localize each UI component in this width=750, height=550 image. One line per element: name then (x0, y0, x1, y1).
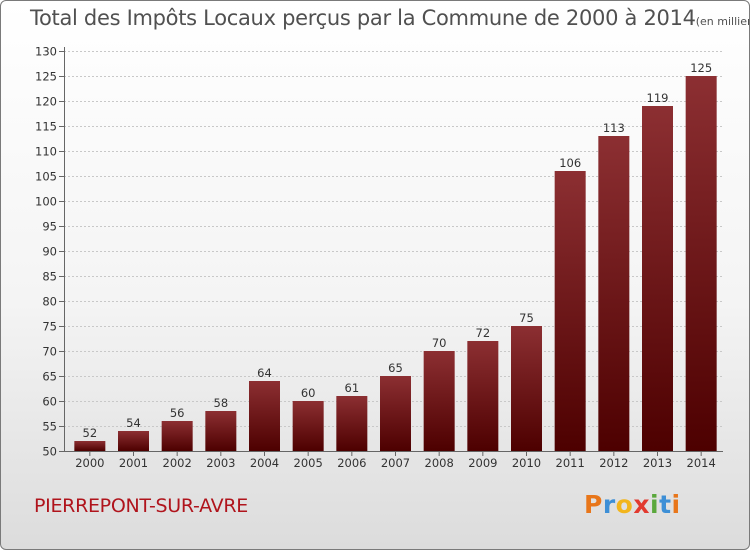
bar-value-label: 54 (126, 416, 141, 430)
bar-value-label: 113 (603, 121, 625, 135)
bar-2011 (554, 171, 586, 451)
bar-value-label: 75 (519, 311, 534, 325)
y-tick-label: 110 (35, 145, 57, 159)
bar-value-label: 119 (647, 91, 669, 105)
logo-letter: P (584, 490, 603, 519)
labels: 50 55 60 65 70 75 80 85 90 95 100 105 110 115 120 125 13… (35, 45, 716, 471)
x-tick-label: 2008 (425, 456, 454, 470)
bar-2013 (642, 106, 673, 451)
y-tick-label: 130 (35, 45, 57, 59)
bar-2002 (161, 421, 193, 451)
logo-letter: i (650, 490, 660, 519)
x-tick-label: 2014 (687, 456, 716, 470)
logo-letter: r (602, 490, 616, 519)
chart-unit: (en milliers d'€) (695, 15, 749, 28)
logo-letter: i (671, 490, 681, 519)
x-tick-label: 2011 (556, 456, 585, 470)
proxiti-logo[interactable]: Proxiti (584, 490, 681, 519)
bar-2003 (205, 411, 237, 451)
y-tick-label: 55 (42, 420, 57, 434)
bar-2000 (74, 441, 106, 451)
logo-letter: x (633, 490, 650, 519)
y-tick-label: 65 (42, 370, 57, 384)
bar-value-label: 52 (83, 426, 98, 440)
x-tick-label: 2000 (75, 456, 104, 470)
bar-value-label: 58 (214, 396, 229, 410)
y-tick-label: 75 (42, 320, 57, 334)
y-tick-label: 120 (35, 95, 57, 109)
logo-letter: o (615, 490, 634, 519)
axes (59, 47, 723, 456)
bar-value-label: 61 (345, 381, 360, 395)
bar-2005 (292, 401, 324, 451)
bar-2014 (685, 76, 717, 451)
bar-value-label: 106 (559, 156, 581, 170)
y-tick-label: 105 (35, 170, 57, 184)
y-tick-label: 85 (42, 270, 57, 284)
x-tick-label: 2005 (294, 456, 323, 470)
bar-2007 (380, 376, 411, 451)
x-tick-label: 2012 (599, 456, 628, 470)
x-tick-label: 2013 (643, 456, 672, 470)
y-tick-label: 90 (42, 245, 57, 259)
x-tick-label: 2006 (337, 456, 366, 470)
chart-title: Total des Impôts Locaux perçus par la Co… (30, 6, 749, 30)
bar-value-label: 56 (170, 406, 185, 420)
y-tick-label: 50 (42, 445, 57, 459)
chart-title-text: Total des Impôts Locaux perçus par la Co… (30, 6, 696, 30)
x-tick-label: 2002 (163, 456, 192, 470)
x-tick-label: 2010 (512, 456, 541, 470)
bar-2012 (598, 136, 630, 451)
y-tick-label: 60 (42, 395, 57, 409)
commune-name: PIERREPONT-SUR-AVRE (34, 495, 248, 517)
bar-2009 (467, 341, 499, 451)
bar-2004 (249, 381, 280, 451)
bar-2008 (423, 351, 455, 451)
bar-2006 (336, 396, 368, 451)
logo-letter: t (659, 490, 672, 519)
bar-value-label: 60 (301, 386, 316, 400)
y-tick-label: 95 (42, 220, 57, 234)
bar-value-label: 72 (476, 326, 491, 340)
bar-value-label: 125 (690, 61, 712, 75)
x-tick-label: 2003 (206, 456, 235, 470)
x-tick-label: 2004 (250, 456, 279, 470)
y-tick-label: 80 (42, 295, 57, 309)
x-tick-label: 2001 (119, 456, 148, 470)
y-tick-label: 70 (42, 345, 57, 359)
y-tick-label: 115 (35, 120, 57, 134)
bar-value-label: 65 (388, 361, 403, 375)
bar-value-label: 70 (432, 336, 447, 350)
bars (74, 76, 717, 451)
bar-2001 (118, 431, 149, 451)
y-tick-label: 100 (35, 195, 57, 209)
y-tick-label: 125 (35, 70, 57, 84)
x-tick-label: 2009 (468, 456, 497, 470)
x-tick-label: 2007 (381, 456, 410, 470)
bar-2010 (511, 326, 542, 451)
bar-value-label: 64 (257, 366, 272, 380)
